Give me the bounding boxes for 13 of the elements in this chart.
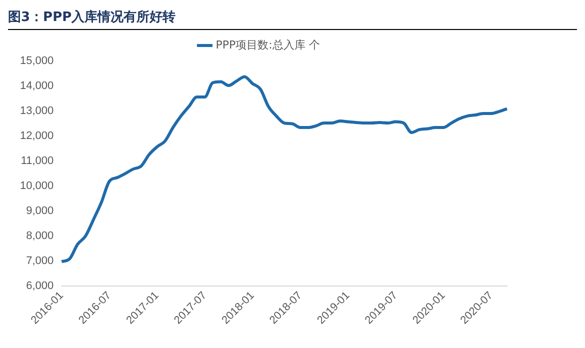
y-tick-label: 12,000 [20, 130, 54, 142]
y-tick-label: 9,000 [26, 205, 54, 218]
y-tick-label: 10,000 [20, 180, 54, 192]
y-tick-label: 13,000 [20, 105, 54, 118]
y-tick-label: 14,000 [20, 80, 54, 92]
legend-label: PPP项目数:总入库 个 [216, 38, 320, 52]
line-series [60, 75, 508, 264]
y-tick-label: 15,000 [20, 55, 54, 68]
y-tick-label: 7,000 [26, 255, 54, 268]
y-tick-label: 6,000 [26, 280, 54, 292]
chart-title: 图3：PPP入库情况有所好转 [8, 8, 577, 30]
y-tick-label: 8,000 [26, 230, 54, 242]
y-tick-label: 11,000 [20, 155, 54, 168]
